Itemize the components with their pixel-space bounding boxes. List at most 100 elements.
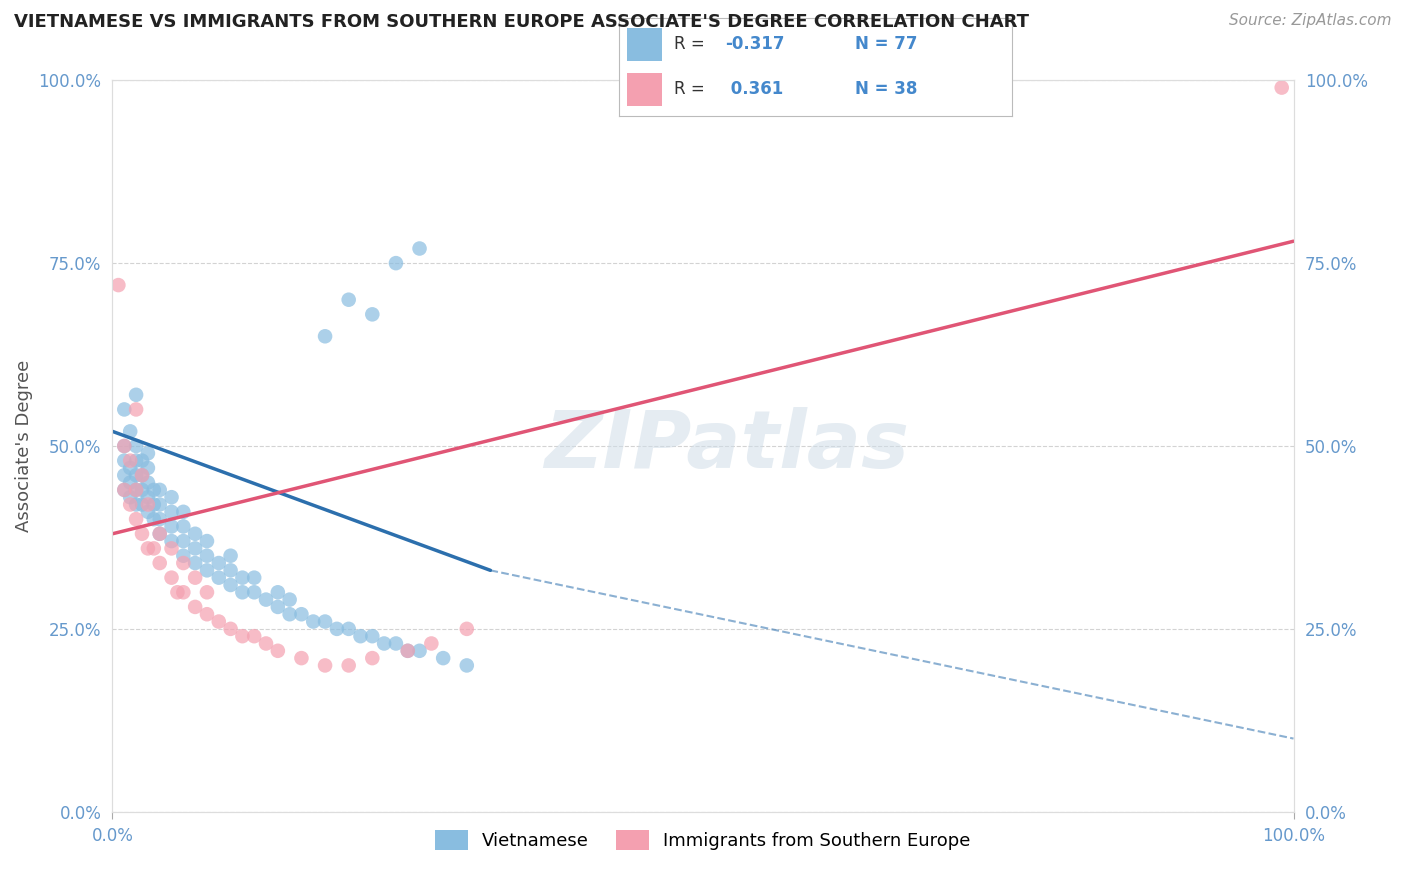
Text: 0.361: 0.361 [725,80,783,98]
Point [120,490,142,504]
Point [112,468,135,483]
Point [337,658,360,673]
Point [219,622,242,636]
Point [267,585,290,599]
Point [131,468,153,483]
Text: N = 38: N = 38 [855,80,917,98]
Point [136,461,159,475]
Point [160,541,183,556]
Point [373,636,395,650]
Point [208,556,231,570]
Point [349,629,371,643]
Point [219,563,242,577]
Point [160,519,183,533]
Point [172,534,194,549]
Point [195,534,218,549]
Point [131,468,153,483]
Point [1271,80,1294,95]
Point [278,592,301,607]
Point [314,658,336,673]
Point [160,490,183,504]
Point [243,571,266,585]
Point [208,571,231,585]
Legend: Vietnamese, Immigrants from Southern Europe: Vietnamese, Immigrants from Southern Eur… [429,823,977,857]
Point [112,439,135,453]
Point [184,526,207,541]
Text: ZIPatlas: ZIPatlas [544,407,910,485]
Point [160,534,183,549]
Text: N = 77: N = 77 [855,36,917,54]
Point [125,402,148,417]
Point [149,483,172,497]
Point [120,453,142,467]
Point [120,461,142,475]
Point [361,651,384,665]
Text: Source: ZipAtlas.com: Source: ZipAtlas.com [1229,13,1392,29]
Point [107,278,129,293]
Point [136,475,159,490]
Point [456,622,478,636]
Text: -0.317: -0.317 [725,36,785,54]
Point [195,607,218,622]
Point [195,563,218,577]
Point [396,644,419,658]
Point [314,329,336,343]
Text: R =: R = [673,80,716,98]
Point [166,585,188,599]
Point [172,519,194,533]
Point [125,483,148,497]
Point [120,498,142,512]
Point [385,636,408,650]
Point [243,629,266,643]
FancyBboxPatch shape [627,28,662,61]
Point [131,498,153,512]
Point [361,307,384,321]
Point [125,512,148,526]
Point [112,483,135,497]
Point [149,526,172,541]
Point [184,571,207,585]
Point [243,585,266,599]
Y-axis label: Associate's Degree: Associate's Degree [15,359,34,533]
FancyBboxPatch shape [627,73,662,106]
Text: VIETNAMESE VS IMMIGRANTS FROM SOUTHERN EUROPE ASSOCIATE'S DEGREE CORRELATION CHA: VIETNAMESE VS IMMIGRANTS FROM SOUTHERN E… [14,13,1029,31]
Point [172,585,194,599]
Point [136,498,159,512]
Point [136,490,159,504]
Point [302,615,325,629]
Point [120,425,142,439]
Point [231,629,253,643]
Point [160,571,183,585]
Point [208,615,231,629]
Point [432,651,454,665]
Point [131,453,153,467]
Point [142,512,165,526]
Point [385,256,408,270]
Point [125,388,148,402]
Point [254,592,277,607]
Point [142,483,165,497]
Point [125,468,148,483]
Point [408,644,430,658]
Point [420,636,443,650]
Point [219,549,242,563]
Point [149,498,172,512]
Point [267,644,290,658]
Point [120,475,142,490]
Point [149,512,172,526]
Point [326,622,349,636]
Point [125,498,148,512]
Point [125,439,148,453]
Point [408,242,430,256]
Point [149,556,172,570]
Point [267,599,290,614]
Point [361,629,384,643]
Point [184,541,207,556]
Point [149,526,172,541]
Point [337,622,360,636]
Point [290,607,312,622]
Text: R =: R = [673,36,710,54]
Point [254,636,277,650]
Point [142,541,165,556]
Point [231,571,253,585]
